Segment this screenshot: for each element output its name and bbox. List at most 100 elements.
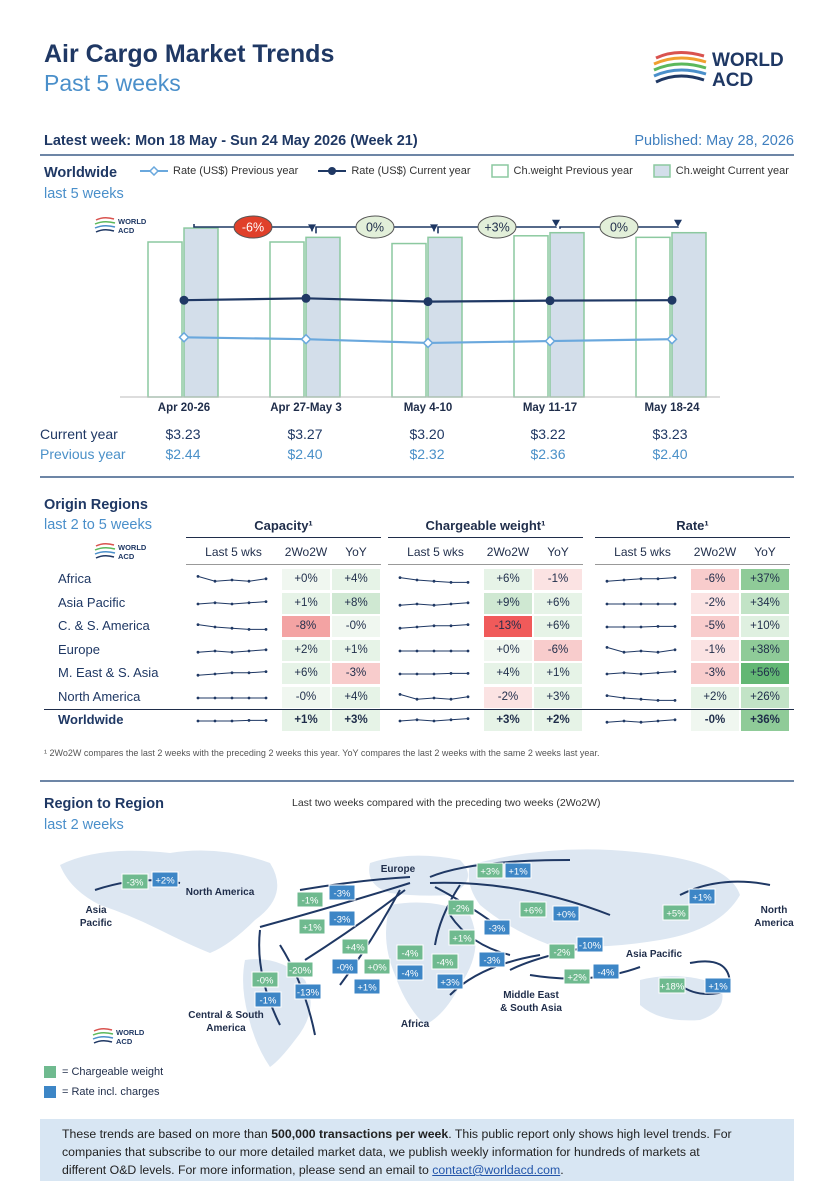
cell-2wo2w: -0%: [282, 686, 330, 708]
bar-chweight-prev: [269, 241, 305, 398]
contact-email-link[interactable]: contact@worldacd.com: [432, 1163, 561, 1177]
badge-chargeable-weight: -20%: [286, 961, 314, 978]
cell-yoy: +3%: [534, 686, 582, 708]
svg-text:-4%: -4%: [598, 968, 615, 979]
sub-header: YoY: [345, 545, 367, 559]
svg-text:-10%: -10%: [579, 941, 602, 952]
flow-arrow: [679, 880, 771, 896]
region-subtitle: last 2 weeks: [44, 817, 124, 833]
origin-subtitle: last 2 to 5 weeks: [44, 517, 152, 533]
row-separator: [44, 662, 794, 663]
row-separator: [44, 591, 794, 592]
badge-rate: -3%: [328, 884, 356, 901]
price-current: $3.22: [530, 426, 566, 442]
group-header: Chargeable weight¹: [425, 518, 546, 533]
sparkline: [398, 576, 470, 584]
badge-rate: -10%: [576, 936, 604, 953]
worldacd-logo: WORLD ACD: [652, 44, 802, 92]
cell-2wo2w: -1%: [691, 639, 739, 661]
map-region-label: Asia Pacific: [626, 949, 683, 960]
svg-text:-3%: -3%: [334, 915, 351, 926]
svg-text:-3%: -3%: [489, 924, 506, 935]
change-bubble: [355, 215, 395, 239]
svg-text:-4%: -4%: [402, 949, 419, 960]
legend-cw-curr: Ch.weight Current year: [653, 164, 789, 178]
change-arrow: [674, 219, 682, 227]
cell-yoy: -6%: [534, 639, 582, 661]
region-title: Region to Region: [44, 796, 165, 812]
cell-yoy: -0%: [332, 616, 380, 637]
legend-rate-prev: Rate (US$) Previous year: [140, 164, 298, 178]
badge-chargeable-weight: +0%: [363, 958, 391, 975]
change-label: 0%: [366, 221, 384, 235]
badge-chargeable-weight: -2%: [447, 899, 475, 916]
region-row-name: Asia Pacific: [58, 594, 126, 610]
sub-header: Last 5 wks: [407, 545, 464, 559]
rate-curr-point: [423, 297, 433, 307]
badge-rate: -4%: [396, 964, 424, 981]
divider: [40, 476, 794, 478]
cell-2wo2w: -2%: [691, 592, 739, 614]
cell-yoy: +34%: [741, 592, 789, 614]
badge-rate: -1%: [254, 991, 282, 1008]
cell-yoy: +26%: [741, 686, 789, 708]
bar-chweight-curr: [671, 231, 707, 398]
sparkline: [605, 625, 677, 629]
cell-2wo2w: -13%: [484, 616, 532, 637]
change-label: -6%: [242, 221, 264, 235]
footer-text: . This public report only shows high lev…: [448, 1127, 732, 1141]
legend-rate-curr: Rate (US$) Current year: [318, 164, 471, 178]
continent-shape: [386, 902, 476, 1025]
cell-2wo2w: -2%: [484, 686, 532, 708]
worldwide-chart: Apr 20-26 Apr 27-May 3 May 4-10 May 11-17 Ma…: [120, 215, 720, 414]
x-tick-label: Apr 27-May 3: [270, 402, 342, 414]
change-arrow: [308, 224, 316, 232]
cell-2wo2w: -8%: [282, 616, 330, 637]
map-region-label: Middle East: [503, 990, 559, 1001]
map-region-label: America: [754, 918, 794, 929]
cell-yoy: +10%: [741, 616, 789, 637]
bar-chweight-prev: [147, 241, 183, 398]
legend-cw-text: = Chargeable weight: [62, 1066, 164, 1078]
continent-shape: [369, 855, 468, 896]
row-separator: [44, 638, 794, 639]
price-previous: $2.32: [409, 446, 445, 462]
cell-2wo2w: +0%: [282, 569, 330, 590]
footnote: ¹ 2Wo2W compares the last 2 weeks with t…: [44, 748, 600, 758]
small-logo-3: WORLD ACD: [92, 1025, 152, 1052]
map-region-label: North: [761, 905, 788, 916]
cell-yoy: -3%: [332, 663, 380, 684]
svg-text:-2%: -2%: [554, 948, 571, 959]
sparkline: [398, 623, 470, 630]
svg-text:+0%: +0%: [556, 910, 576, 921]
svg-text:ACD: ACD: [118, 226, 135, 235]
cell-2wo2w: +0%: [484, 639, 532, 661]
rate-curr-point: [179, 295, 189, 305]
sparkline: [605, 693, 677, 702]
sub-header: 2Wo2W: [486, 545, 530, 559]
page-subtitle: Past 5 weeks: [44, 70, 181, 96]
bar-chweight-prev: [635, 236, 671, 398]
legend-rate-swatch: [44, 1086, 56, 1098]
cell-2wo2w: +2%: [691, 686, 739, 708]
cell-2wo2w: +6%: [484, 569, 532, 590]
badge-rate: -0%: [331, 958, 359, 975]
rate-prev-point: [178, 331, 190, 343]
map-region-label: North America: [186, 887, 255, 898]
svg-text:+1%: +1%: [357, 983, 377, 994]
change-arrow: [430, 224, 438, 232]
rate-prev-point: [544, 335, 556, 347]
svg-text:-0%: -0%: [337, 963, 354, 974]
rate-prev-point: [300, 333, 312, 345]
svg-text:-1%: -1%: [302, 896, 319, 907]
bar-chweight-curr: [549, 231, 585, 398]
continent-shape: [60, 850, 278, 953]
row-separator: [44, 615, 794, 616]
badge-chargeable-weight: +4%: [341, 938, 369, 955]
badge-chargeable-weight: -4%: [396, 944, 424, 961]
region-row-name: North America: [58, 688, 141, 704]
badge-rate: -4%: [592, 963, 620, 980]
badge-rate: +1%: [704, 977, 732, 994]
badge-rate: -13%: [294, 983, 322, 1000]
sub-header: Last 5 wks: [205, 545, 262, 559]
